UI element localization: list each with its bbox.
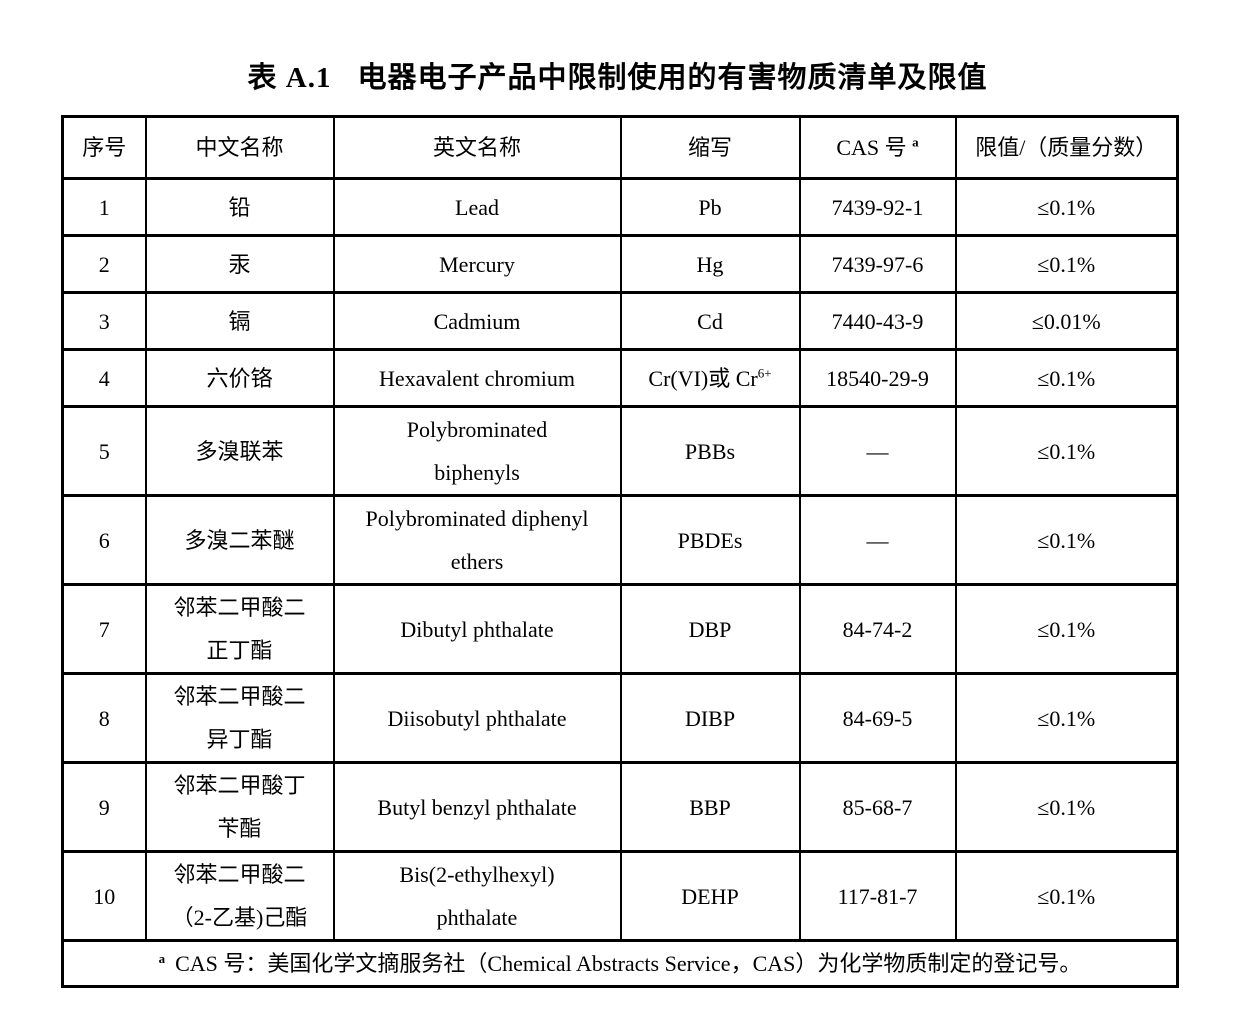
cell-serial: 4: [61, 348, 147, 408]
table-row: 2 汞 Mercury Hg 7439-97-6 ≤0.1%: [61, 234, 1179, 294]
table-title-number: 表 A.1: [247, 62, 332, 94]
cell-cas-number: 117-81-7: [798, 850, 957, 942]
cell-english-name: Lead: [332, 177, 622, 237]
cell-cas-number: —: [798, 494, 957, 586]
cell-limit: ≤0.1%: [954, 761, 1179, 853]
cell-serial: 5: [61, 405, 147, 497]
cell-chinese-name: 邻苯二甲酸二 异丁酯: [144, 672, 335, 764]
cell-serial: 6: [61, 494, 147, 586]
cas-footnote-marker: a: [912, 134, 919, 150]
cell-limit: ≤0.1%: [954, 234, 1179, 294]
cell-english-name: Cadmium: [332, 291, 622, 351]
cell-serial: 2: [61, 234, 147, 294]
cell-abbreviation: PBDEs: [619, 494, 801, 586]
cell-abbreviation: DEHP: [619, 850, 801, 942]
cell-cas-number: 7439-92-1: [798, 177, 957, 237]
cell-limit: ≤0.01%: [954, 291, 1179, 351]
cell-abbreviation: Pb: [619, 177, 801, 237]
table-row: 6 多溴二苯醚 Polybrominated diphenyl ethers P…: [61, 494, 1179, 586]
cell-english-name: Bis(2-ethylhexyl) phthalate: [332, 850, 622, 942]
header-abbreviation: 缩写: [619, 115, 801, 180]
table-row: 5 多溴联苯 Polybrominated biphenyls PBBs — ≤…: [61, 405, 1179, 497]
cell-chinese-name: 邻苯二甲酸丁 苄酯: [144, 761, 335, 853]
cell-chinese-name: 六价铬: [144, 348, 335, 408]
cell-english-name: Butyl benzyl phthalate: [332, 761, 622, 853]
cell-serial: 9: [61, 761, 147, 853]
header-limit: 限值/（质量分数）: [954, 115, 1179, 180]
cell-english-name: Polybrominated diphenyl ethers: [332, 494, 622, 586]
cell-chinese-name: 镉: [144, 291, 335, 351]
cell-cas-number: —: [798, 405, 957, 497]
table-row: 7 邻苯二甲酸二 正丁酯 Dibutyl phthalate DBP 84-74…: [61, 583, 1179, 675]
cell-cas-number: 84-74-2: [798, 583, 957, 675]
cell-english-name: Mercury: [332, 234, 622, 294]
cell-english-name: Dibutyl phthalate: [332, 583, 622, 675]
header-cas-number: CAS 号 a: [798, 115, 957, 180]
cell-chinese-name: 邻苯二甲酸二 正丁酯: [144, 583, 335, 675]
cell-limit: ≤0.1%: [954, 348, 1179, 408]
cell-cas-number: 85-68-7: [798, 761, 957, 853]
cell-abbreviation: Hg: [619, 234, 801, 294]
cell-abbreviation: DIBP: [619, 672, 801, 764]
table-title-text: 电器电子产品中限制使用的有害物质清单及限值: [357, 62, 988, 94]
cell-abbreviation: Cr(VI)或 Cr6+: [619, 348, 801, 408]
footnote-text: CAS 号：美国化学文摘服务社（Chemical Abstracts Servi…: [175, 951, 1082, 976]
footnote: a CAS 号：美国化学文摘服务社（Chemical Abstracts Serv…: [61, 939, 1179, 988]
cell-cas-number: 7439-97-6: [798, 234, 957, 294]
footnote-row: a CAS 号：美国化学文摘服务社（Chemical Abstracts Serv…: [61, 939, 1179, 988]
cell-chinese-name: 铅: [144, 177, 335, 237]
table-row: 3 镉 Cadmium Cd 7440-43-9 ≤0.01%: [61, 291, 1179, 351]
footnote-marker: a: [158, 950, 166, 966]
cell-cas-number: 7440-43-9: [798, 291, 957, 351]
header-serial: 序号: [61, 115, 147, 180]
cell-cas-number: 84-69-5: [798, 672, 957, 764]
cell-chinese-name: 汞: [144, 234, 335, 294]
cell-serial: 7: [61, 583, 147, 675]
header-english-name: 英文名称: [332, 115, 622, 180]
table-row: 9 邻苯二甲酸丁 苄酯 Butyl benzyl phthalate BBP 8…: [61, 761, 1179, 853]
cell-english-name: Polybrominated biphenyls: [332, 405, 622, 497]
cell-limit: ≤0.1%: [954, 177, 1179, 237]
cell-chinese-name: 多溴二苯醚: [144, 494, 335, 586]
cell-english-name: Hexavalent chromium: [332, 348, 622, 408]
table-row: 1 铅 Lead Pb 7439-92-1 ≤0.1%: [61, 177, 1179, 237]
cell-limit: ≤0.1%: [954, 405, 1179, 497]
cell-limit: ≤0.1%: [954, 494, 1179, 586]
cell-english-name: Diisobutyl phthalate: [332, 672, 622, 764]
cell-abbreviation: PBBs: [619, 405, 801, 497]
table-row: 4 六价铬 Hexavalent chromium Cr(VI)或 Cr6+ 1…: [61, 348, 1179, 408]
cell-serial: 10: [61, 850, 147, 942]
cell-cas-number: 18540-29-9: [798, 348, 957, 408]
table-row: 10 邻苯二甲酸二 （2-乙基)己酯 Bis(2-ethylhexyl) pht…: [61, 850, 1179, 942]
header-row: 序号 中文名称 英文名称 缩写 CAS 号 a 限值/（质量分数）: [61, 115, 1179, 180]
cell-abbreviation: Cd: [619, 291, 801, 351]
table-row: 8 邻苯二甲酸二 异丁酯 Diisobutyl phthalate DIBP 8…: [61, 672, 1179, 764]
cell-serial: 3: [61, 291, 147, 351]
cell-limit: ≤0.1%: [954, 672, 1179, 764]
cell-limit: ≤0.1%: [954, 583, 1179, 675]
cell-abbreviation: DBP: [619, 583, 801, 675]
cell-limit: ≤0.1%: [954, 850, 1179, 942]
cell-serial: 1: [61, 177, 147, 237]
cell-chinese-name: 多溴联苯: [144, 405, 335, 497]
hazardous-substances-table: 序号 中文名称 英文名称 缩写 CAS 号 a 限值/（质量分数） 1 铅 Le…: [61, 115, 1179, 988]
header-chinese-name: 中文名称: [144, 115, 335, 180]
cell-chinese-name: 邻苯二甲酸二 （2-乙基)己酯: [144, 850, 335, 942]
table-title: 表 A.1 电器电子产品中限制使用的有害物质清单及限值: [0, 54, 1235, 96]
cell-serial: 8: [61, 672, 147, 764]
cell-abbreviation: BBP: [619, 761, 801, 853]
